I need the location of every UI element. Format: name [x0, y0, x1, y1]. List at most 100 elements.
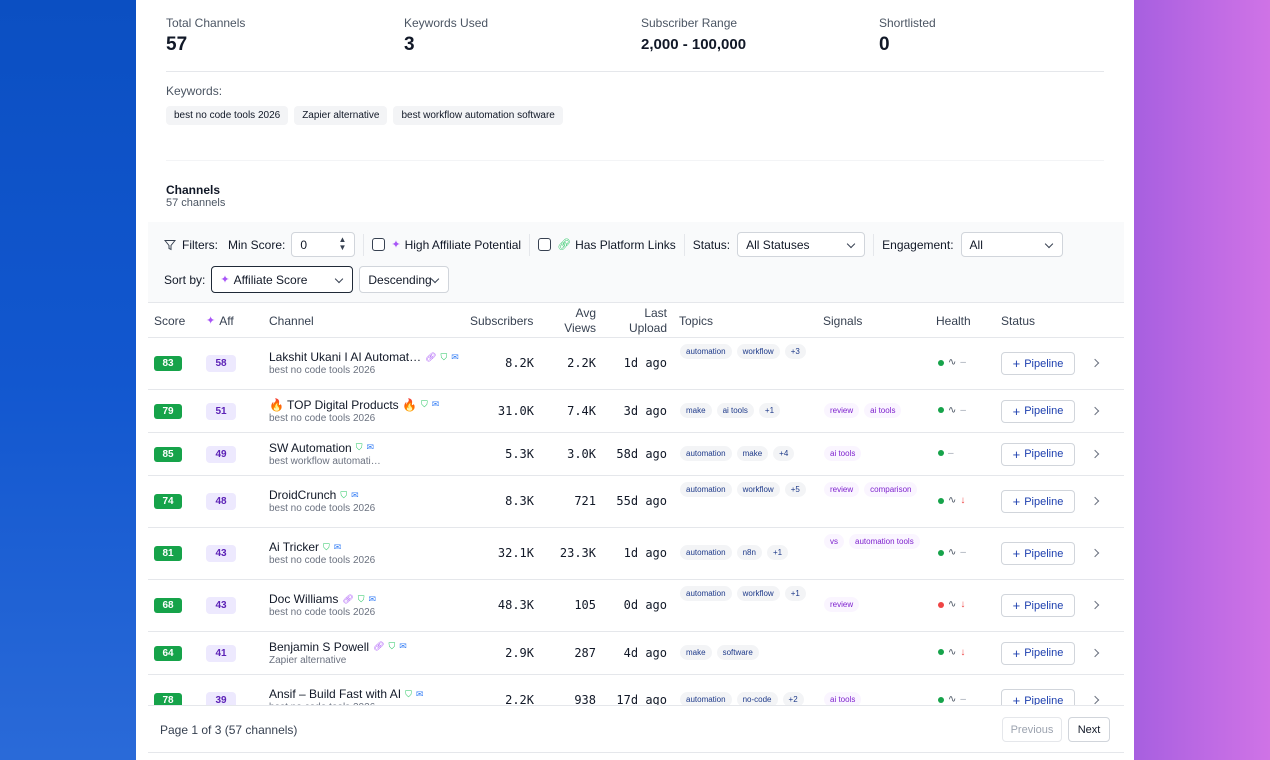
engagement-select[interactable]: All: [960, 232, 1063, 257]
channel-name[interactable]: Doc Williams 🔗︎ ⛉ ✉: [269, 592, 376, 606]
signal-chip: comparison: [864, 482, 918, 497]
chevron-right-icon[interactable]: [1090, 496, 1100, 506]
channel-name[interactable]: Benjamin S Powell 🔗︎ ⛉ ✉: [269, 640, 407, 654]
add-to-pipeline-button[interactable]: + Pipeline: [1001, 352, 1075, 375]
topic-chip: automation: [680, 482, 732, 497]
mail-icon: ✉: [451, 351, 459, 362]
shield-icon: ⛉: [357, 593, 365, 604]
chevron-right-icon[interactable]: [1090, 548, 1100, 558]
health-dot: [938, 450, 944, 456]
subscribers-value: 2.9K: [505, 645, 534, 660]
platform-links-label[interactable]: Has Platform Links: [575, 237, 676, 252]
plus-icon: +: [1012, 645, 1021, 661]
link-icon: 🔗︎: [342, 593, 354, 604]
chevron-down-icon: [846, 239, 856, 249]
activity-pulse-icon: ∿: [948, 694, 957, 705]
table-row[interactable]: 81 43 Ai Tricker ⛉ ✉ best no code tools 2026 3…: [148, 528, 1124, 580]
subscribers-value: 31.0K: [497, 403, 534, 418]
table-row[interactable]: 64 41 Benjamin S Powell 🔗︎ ⛉ ✉ Zapier alternat…: [148, 632, 1124, 675]
add-to-pipeline-button[interactable]: + Pipeline: [1001, 594, 1075, 617]
sort-select[interactable]: ✦ Affiliate Score: [211, 266, 354, 293]
topic-chip: +1: [784, 586, 806, 601]
health-dot: [938, 497, 944, 504]
previous-page-button[interactable]: Previous: [1002, 717, 1062, 742]
chevron-right-icon[interactable]: [1090, 648, 1100, 657]
topic-chip: make: [680, 644, 712, 660]
header-last-upload[interactable]: Last Upload: [626, 303, 667, 339]
min-score-input[interactable]: 0 ▲ ▼: [291, 232, 356, 257]
chevron-right-icon[interactable]: [1090, 406, 1100, 415]
link-icon: 🔗︎: [557, 239, 572, 251]
health-indicator: ∿ ↓: [938, 647, 965, 658]
channel-keyword: best no code tools 2026: [269, 702, 375, 705]
header-aff[interactable]: ✦ Aff: [206, 303, 234, 339]
order-select[interactable]: Descending: [359, 266, 450, 293]
sort-by-label: Sort by:: [164, 272, 206, 287]
table-row[interactable]: 74 48 DroidCrunch ⛉ ✉ best no code tools 2026…: [148, 476, 1124, 528]
channel-table-body: 83 58 Lakshit Ukani I AI Automat… 🔗︎ ⛉ ✉ best …: [148, 338, 1124, 705]
funnel-icon: [164, 239, 176, 250]
score-badge: 79: [154, 403, 182, 419]
score-badge: 74: [154, 494, 182, 509]
filter-separator: [363, 233, 365, 256]
pipeline-label: Pipeline: [1024, 694, 1064, 706]
filter-separator: [529, 233, 531, 256]
score-badge: 83: [154, 356, 182, 371]
add-to-pipeline-button[interactable]: + Pipeline: [1001, 399, 1075, 423]
topic-chips: make ai tools +1: [680, 402, 818, 418]
last-upload-value: 55d ago: [616, 494, 667, 508]
chevron-right-icon[interactable]: [1090, 600, 1100, 610]
add-to-pipeline-button[interactable]: + Pipeline: [1001, 641, 1075, 665]
chevron-right-icon[interactable]: [1090, 449, 1100, 458]
topic-chips: automation workflow +3: [680, 344, 818, 359]
add-to-pipeline-button[interactable]: + Pipeline: [1001, 689, 1075, 705]
next-page-button[interactable]: Next: [1068, 717, 1110, 742]
header-health: Health: [936, 313, 971, 328]
high-affiliate-checkbox[interactable]: [372, 238, 386, 251]
status-select[interactable]: All Statuses: [737, 232, 866, 257]
chevron-right-icon[interactable]: [1090, 695, 1100, 705]
stat-keywords-used: Keywords Used 3: [404, 16, 488, 56]
background-right: [1134, 0, 1270, 760]
table-row[interactable]: 83 58 Lakshit Ukani I AI Automat… 🔗︎ ⛉ ✉ best …: [148, 338, 1124, 390]
channel-name[interactable]: DroidCrunch ⛉ ✉: [269, 488, 359, 502]
min-score-value: 0: [300, 237, 308, 252]
subscribers-value: 8.3K: [505, 494, 534, 508]
activity-pulse-icon: ∿: [948, 357, 957, 368]
channel-keyword: best no code tools 2026: [269, 503, 376, 514]
table-row[interactable]: 85 49 SW Automation ⛉ ✉ best workflow automat…: [148, 433, 1124, 476]
health-dot: [938, 649, 944, 655]
status-filter-label: Status:: [692, 237, 731, 252]
header-avg-views[interactable]: Avg Views: [562, 303, 596, 339]
header-channel[interactable]: Channel: [269, 313, 314, 328]
channel-name-text: Benjamin S Powell: [269, 639, 370, 654]
topic-chips: automation no-code +2: [680, 692, 818, 705]
chevron-right-icon[interactable]: [1090, 358, 1100, 368]
header-subscribers[interactable]: Subscribers: [470, 313, 534, 328]
channel-name[interactable]: Ai Tricker ⛉ ✉: [269, 540, 341, 554]
header-score[interactable]: Score: [154, 313, 186, 328]
section-divider: [166, 160, 1104, 161]
stats-summary: Total Channels 57 Keywords Used 3 Subscr…: [166, 14, 1104, 72]
channel-keyword: Zapier alternative: [269, 654, 347, 666]
channel-name[interactable]: SW Automation ⛉ ✉: [269, 441, 374, 455]
channel-name[interactable]: Ansif – Build Fast with AI ⛉ ✉: [269, 687, 423, 701]
signal-chips: review comparison: [824, 482, 934, 497]
keyword-chip: best no code tools 2026: [166, 106, 289, 125]
add-to-pipeline-button[interactable]: + Pipeline: [1001, 490, 1075, 513]
channel-name[interactable]: 🔥 TOP Digital Products 🔥 ⛉ ✉: [269, 398, 439, 412]
subscribers-value: 8.2K: [505, 356, 534, 370]
channel-name[interactable]: Lakshit Ukani I AI Automat… 🔗︎ ⛉ ✉: [269, 350, 459, 364]
platform-links-checkbox[interactable]: [538, 238, 552, 251]
shield-icon: ⛉: [340, 489, 348, 500]
table-row[interactable]: 79 51 🔥 TOP Digital Products 🔥 ⛉ ✉ best no co…: [148, 390, 1124, 433]
signal-chip: vs: [824, 534, 844, 549]
trend-indicator: ↓: [960, 599, 966, 610]
topic-chips: automation n8n +1: [680, 545, 818, 560]
stepper-arrows-icon[interactable]: ▲ ▼: [338, 235, 347, 252]
add-to-pipeline-button[interactable]: + Pipeline: [1001, 442, 1075, 466]
table-row[interactable]: 68 43 Doc Williams 🔗︎ ⛉ ✉ best no code tools 2…: [148, 580, 1124, 632]
add-to-pipeline-button[interactable]: + Pipeline: [1001, 542, 1075, 565]
high-affiliate-label[interactable]: High Affiliate Potential: [404, 237, 522, 252]
